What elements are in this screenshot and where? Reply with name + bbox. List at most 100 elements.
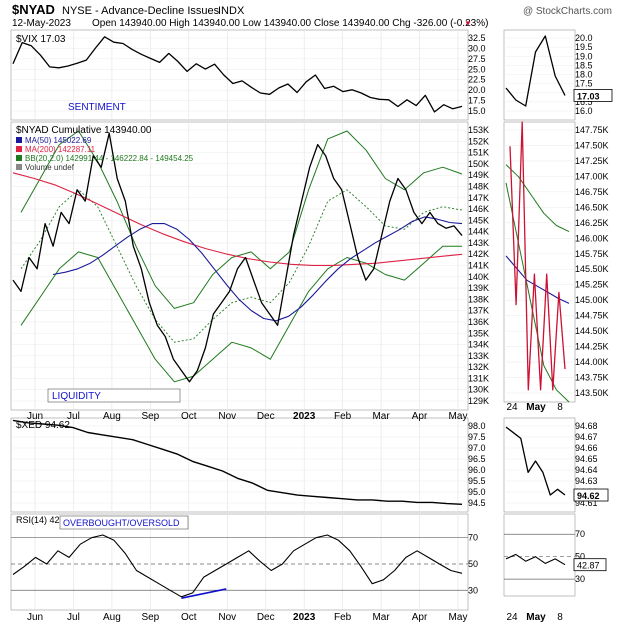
y-tick-label: 150K [468,159,489,169]
rsi-last-value: 42.87 [577,561,600,571]
xed-title: $XED 94.62 [16,420,70,431]
y-tick-label: 142K [468,249,489,259]
y-tick-label: 146K [468,204,489,214]
panel-frame-vix [10,29,469,121]
legend-swatch [16,155,22,161]
zoom-rsi-y-tick: 50 [575,552,585,562]
y-tick-label: 147K [468,193,489,203]
y-tick-label: 16.0 [575,106,593,116]
y-tick-label: 136K [468,317,489,327]
y-tick-label: 94.5 [468,498,486,508]
zoom-x-tick-label-bottom: May [526,612,546,623]
legend-swatch [16,164,22,170]
panel-frame-xed [10,417,469,513]
y-tick-label: 130K [468,385,489,395]
x-tick-label: 2023 [293,411,316,422]
x-tick-label: Sep [141,411,159,422]
zoom-x-tick-label: 24 [506,402,518,413]
y-tick-label: 146.25K [575,218,609,228]
y-tick-label: 149K [468,170,489,180]
y-tick-label: 132K [468,362,489,372]
zoom-x-tick-label: May [526,402,546,413]
vix-last-tag [573,89,613,102]
y-tick-label: 144.00K [575,357,609,367]
x-tick-label: Mar [372,411,390,422]
y-tick-label: 27.5 [468,54,486,64]
zoom-bb-upper [505,164,570,233]
y-tick-label: 20.0 [468,85,486,95]
ohlc-readout: Open 143940.00 High 143940.00 Low 143940… [92,18,488,29]
y-tick-label: 145.25K [575,280,609,290]
rsi-title: RSI(14) 42.87 [16,515,72,525]
nyad-title: $NYAD Cumulative 143940.00 [16,125,152,136]
panel-frame-rsi [10,513,469,611]
nyad-price-series [12,132,463,383]
y-tick-label: 147.25K [575,156,609,166]
y-tick-label: 147.75K [575,125,609,135]
bb-upper-band [20,130,463,309]
x-tick-label-bottom: Feb [334,612,352,623]
y-tick-label: 138K [468,294,489,304]
legend-swatch [16,137,22,143]
y-tick-label: 17.5 [468,96,486,106]
panels-layer: Jun Jun Jul Jul Aug Aug Sep Sep Oct Oct Nov Nov Dec D… [10,29,613,623]
y-tick-label: 146.50K [575,202,609,212]
zoom-frame-xed [503,417,576,513]
vix-series [12,36,463,113]
exchange-name: NYSE - Advance-Decline Issues [62,5,220,17]
legend-entry: MA(200) 142287.11 [25,145,96,154]
rsi-zoom-series [505,553,566,566]
y-tick-label: 20.0 [575,33,593,43]
y-tick-label: 30.0 [468,43,486,53]
x-tick-label: Dec [257,411,275,422]
liquidity-box [47,388,181,403]
legend-entry: BB(20,2.0) 142991.44 - 146222.84 - 14945… [25,154,194,163]
xed-last-value: 94.62 [577,491,600,501]
x-tick-label-bottom: May [449,612,468,623]
y-tick-label: 94.68 [575,421,598,431]
rsi-y-tick: 70 [468,533,478,543]
x-tick-label: Jul [67,411,80,422]
rsi-last-tag [573,558,607,572]
vix-last-value: 17.03 [577,91,600,101]
y-tick-label: 140K [468,272,489,282]
y-tick-label: 153K [468,125,489,135]
ob-os-box [59,515,189,530]
y-tick-label: 137K [468,306,489,316]
y-tick-label: 152K [468,136,489,146]
y-tick-label: 146.00K [575,233,609,243]
y-tick-label: 143.50K [575,388,609,398]
y-tick-label: 94.65 [575,454,598,464]
zoom-price-series [509,121,566,391]
ob-os-annotation: OVERBOUGHT/OVERSOLD [63,518,180,528]
y-tick-label: 95.0 [468,487,486,497]
y-tick-label: 131K [468,373,489,383]
zoom-frame-rsi [503,513,576,597]
x-tick-label: Feb [334,411,352,422]
x-tick-label: Oct [181,411,197,422]
sentiment-annotation: SENTIMENT [68,102,126,113]
xed-zoom-series [505,426,566,496]
x-tick-label-bottom: Sep [141,612,159,623]
legend-entry: Volume undef [25,163,75,172]
y-tick-label: 94.67 [575,432,598,442]
y-tick-label: 18.0 [575,70,593,80]
y-tick-label: 133K [468,351,489,361]
index-tag: INDX [218,5,245,17]
y-tick-label: 135K [468,328,489,338]
rsi-series [12,534,463,598]
y-tick-label: 145.00K [575,295,609,305]
y-tick-label: 145.50K [575,264,609,274]
y-tick-label: 144K [468,227,489,237]
ma200-line [12,172,463,266]
ma50-line [52,216,463,322]
y-tick-label: 19.5 [575,42,593,52]
y-tick-label: 143K [468,238,489,248]
x-tick-label: Aug [103,411,121,422]
x-tick-label-bottom: Jun [27,612,43,623]
legend-entry: MA(50) 145022.69 [25,136,92,145]
x-tick-label-bottom: Aug [103,612,121,623]
y-tick-label: 94.64 [575,465,598,475]
y-tick-label: 139K [468,283,489,293]
chart-date: 12-May-2023 [12,18,71,29]
